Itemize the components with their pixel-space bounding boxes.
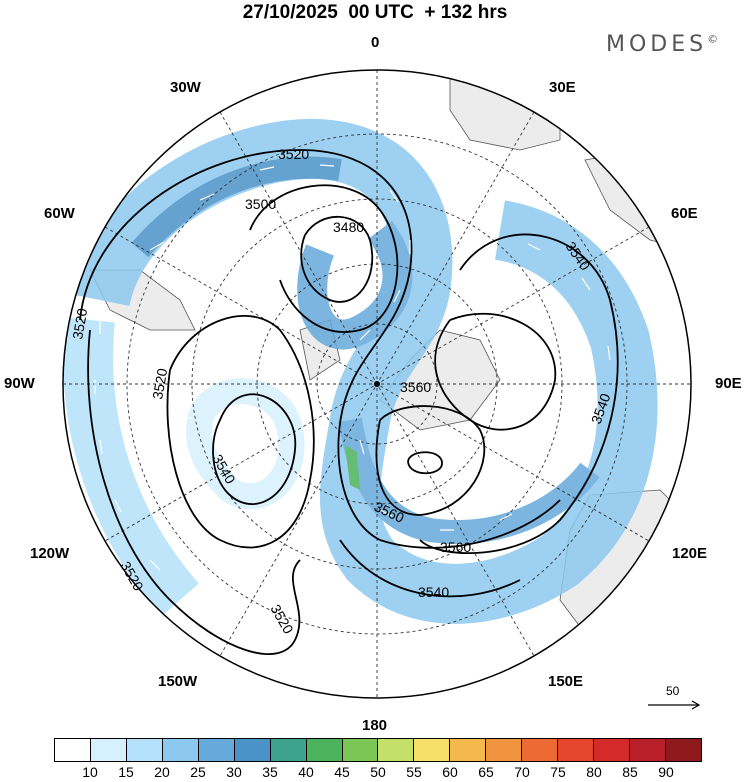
colorbar-tick-label: 60 — [442, 764, 458, 780]
colorbar-cell — [450, 739, 487, 761]
colorbar-tick-label: 45 — [334, 764, 350, 780]
brand-text: MODES — [606, 32, 708, 57]
contour-3560-south — [375, 405, 486, 516]
contour-label: 3560 — [440, 539, 471, 555]
colorbar-cell — [126, 739, 163, 761]
colorbar-tick-label: 30 — [226, 764, 242, 780]
lon-label-0: 0 — [371, 34, 380, 51]
colorbar-cell — [630, 739, 666, 761]
contour-3500 — [249, 184, 399, 333]
colorbar-tick-label: 85 — [622, 764, 638, 780]
south-pole-marker — [374, 381, 380, 387]
colorbar-tick-label: 90 — [658, 764, 674, 780]
contour-3520-west — [166, 315, 315, 549]
colorbar-cell — [234, 739, 271, 761]
contour-3520-north — [79, 149, 561, 549]
contour-closed-high — [407, 451, 443, 475]
colorbar-cell — [55, 739, 91, 761]
contour-3540-east — [419, 233, 619, 554]
lon-label-120w: 120W — [30, 545, 70, 562]
reference-vector-label: 50 — [666, 684, 680, 698]
contour-label: 3540 — [418, 584, 449, 600]
jet-max-patch — [345, 445, 360, 490]
colorbar-cell — [162, 739, 199, 761]
colorbar-cell — [342, 739, 379, 761]
colorbar-tick-label: 10 — [82, 764, 98, 780]
colorbar-cell — [522, 739, 559, 761]
colorbar-cell — [378, 739, 415, 761]
colorbar-tick-label: 80 — [586, 764, 602, 780]
reference-arrow-icon — [648, 700, 701, 710]
colorbar-cell — [486, 739, 523, 761]
lon-label-30w: 30W — [170, 79, 201, 96]
colorbar-cell — [665, 739, 701, 761]
lon-label-150e: 150E — [548, 673, 584, 690]
colorbar-ticks: 10 15 20 25 30 35 40 45 50 55 60 65 70 75 80 85 90 — [54, 764, 702, 782]
colorbar-cell — [198, 739, 235, 761]
colorbar-tick-label: 55 — [406, 764, 422, 780]
colorbar-tick-label: 15 — [118, 764, 134, 780]
colorbar-tick-label: 35 — [262, 764, 278, 780]
colorbar-cell — [270, 739, 307, 761]
modes-brand-logo: MODES© — [606, 32, 718, 57]
contour-label: 3560 — [400, 379, 431, 395]
contour-label: 3480 — [333, 219, 364, 235]
wind-vectors — [94, 164, 611, 571]
colorbar-tick-label: 65 — [478, 764, 494, 780]
jet-band-ridge — [186, 378, 305, 510]
colorbar-cell — [306, 739, 343, 761]
contour-3540-west — [212, 393, 297, 505]
colorbar-tick-label: 40 — [298, 764, 314, 780]
colorbar-cell — [558, 739, 595, 761]
colorbar-cell — [90, 739, 127, 761]
lon-label-180: 180 — [362, 717, 388, 734]
map-boundary — [62, 69, 692, 699]
reference-vector: 50 — [648, 684, 710, 714]
colorbar-tick-label: 75 — [550, 764, 566, 780]
contour-label: 3520 — [69, 307, 90, 341]
colorbar-tick-label: 70 — [514, 764, 530, 780]
lon-label-30e: 30E — [549, 79, 576, 96]
contour-label: 3520 — [149, 367, 170, 401]
map-title: 27/10/2025 00 UTC + 132 hrs — [242, 2, 508, 23]
contour-3540-south — [339, 539, 521, 598]
colorbar-tick-label: 50 — [370, 764, 386, 780]
jet-core-north — [131, 156, 342, 258]
height-contours — [79, 149, 619, 655]
contour-3480 — [300, 215, 374, 303]
lon-label-60e: 60E — [671, 205, 698, 222]
lon-label-90w: 90W — [4, 375, 35, 392]
colorbar-tick-label: 20 — [154, 764, 170, 780]
colorbar-cell — [594, 739, 630, 761]
contour-label: 3520 — [278, 146, 309, 162]
lon-label-150w: 150W — [158, 673, 198, 690]
lon-label-120e: 120E — [672, 545, 708, 562]
colorbar-cell — [414, 739, 451, 761]
jet-core-south — [338, 417, 600, 544]
colorbar-tick-label: 25 — [190, 764, 206, 780]
contour-3520-southwest — [87, 329, 301, 655]
brand-mark: © — [707, 32, 719, 46]
colorbar — [54, 738, 702, 762]
contour-label: 3500 — [245, 196, 276, 212]
lon-label-60w: 60W — [44, 205, 75, 222]
lon-label-90e: 90E — [715, 375, 742, 392]
contour-3560-east — [434, 312, 557, 431]
